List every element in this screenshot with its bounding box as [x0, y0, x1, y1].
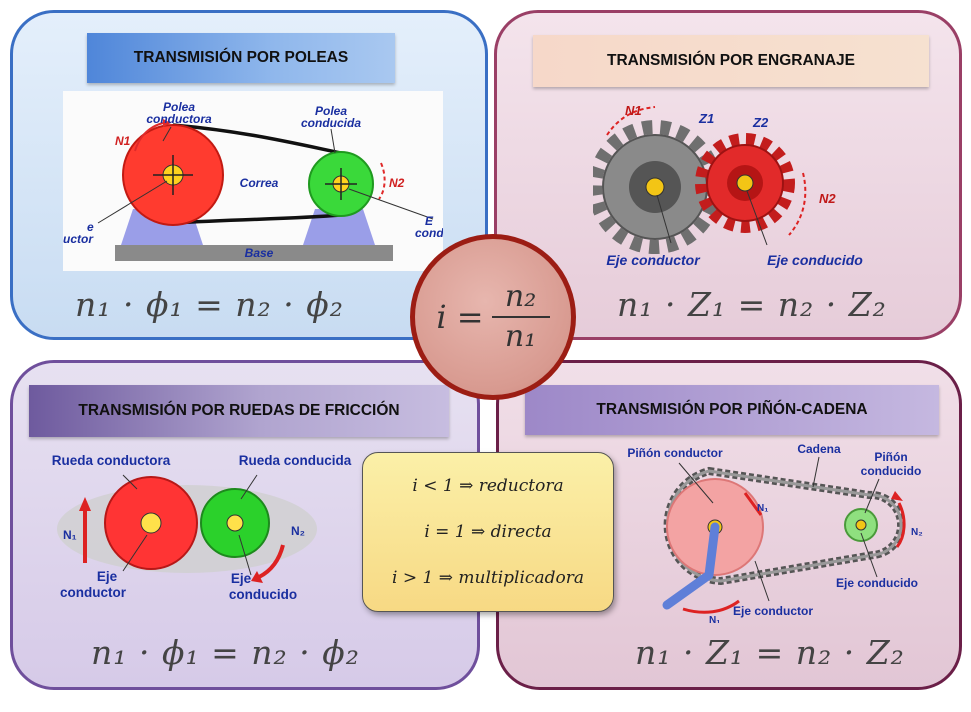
formula-poleas: n₁ · ϕ₁ = n₂ · ϕ₂	[75, 285, 344, 324]
driver-shaft	[645, 177, 665, 197]
belt-top	[172, 123, 342, 155]
pulley-diagram: Polea conductora Polea conducida Correa …	[63, 91, 443, 271]
label-cadena: Cadena	[797, 443, 841, 456]
formula-friccion: n₁ · ϕ₁ = n₂ · ϕ₂	[91, 633, 360, 672]
label-correa: Correa	[240, 176, 279, 190]
label-eje-conducido-2: conducido	[229, 587, 297, 602]
label-eje-conducido: Eje conducido	[836, 576, 918, 590]
label-n1: N₁	[63, 528, 77, 542]
driven-axle	[226, 514, 244, 532]
crank	[704, 522, 720, 580]
gear-diagram: N1 Z1 Z2 N2 Eje conductor Eje conducido	[593, 103, 863, 268]
label-eje-conductor: Eje conductor	[733, 604, 813, 618]
friction-diagram: Rueda conductora Rueda conducida N₁ N₂ E…	[52, 453, 352, 602]
driven-shaft	[855, 519, 867, 531]
ratio-numerator: n₂	[504, 279, 537, 314]
panel-title: TRANSMISIÓN POR POLEAS	[87, 33, 395, 83]
label-pinon-conductor: Piñón conductor	[627, 446, 723, 460]
label-polea-conducida-1: Polea	[315, 104, 347, 118]
label-eje-left-2: uctor	[63, 232, 94, 246]
panel-title: TRANSMISIÓN POR ENGRANAJE	[533, 35, 929, 87]
label-polea-conductora-1: Polea	[163, 100, 195, 114]
label-z1: Z1	[698, 111, 714, 126]
driven-gear-teeth	[695, 133, 795, 233]
label-eje-conductor-1: Eje	[97, 569, 118, 584]
label-eje-right-1: E	[425, 214, 434, 228]
label-n1b: N₁	[709, 615, 720, 623]
label-z2: Z2	[752, 115, 769, 130]
driven-shaft	[736, 174, 754, 192]
label-n2: N2	[819, 191, 836, 206]
label-n2: N₂	[291, 524, 305, 538]
ratio-reductora: i < 1 ⇒ reductora	[412, 476, 564, 496]
ratio-lhs: i =	[436, 298, 484, 336]
formula-cadena: n₁ · Z₁ = n₂ · Z₂	[635, 633, 905, 672]
label-n1: N1	[115, 134, 131, 148]
label-eje-left-1: e	[87, 220, 94, 234]
label-eje-conductor-2: conductor	[60, 585, 127, 600]
panel-engranaje: TRANSMISIÓN POR ENGRANAJE N1 Z1 Z2 N2 Ej…	[494, 10, 962, 340]
label-polea-conducida-2: conducida	[301, 116, 361, 130]
label-rueda-conductora: Rueda conductora	[52, 453, 171, 468]
label-eje-conductor: Eje conductor	[606, 252, 701, 268]
label-n2: N₂	[911, 527, 923, 538]
label-rueda-conducida: Rueda conducida	[239, 453, 352, 468]
base-plate	[115, 245, 393, 261]
label-n1a: N₁	[757, 503, 768, 514]
panel-poleas: TRANSMISIÓN POR POLEAS Polea conductora …	[10, 10, 488, 340]
panel-title: TRANSMISIÓN POR PIÑÓN-CADENA	[525, 385, 939, 435]
ratio-fraction: n₂ n₁	[491, 279, 550, 354]
chain-diagram: Piñón conductor Cadena Piñón conducido N…	[627, 443, 923, 623]
ratio-directa: i = 1 ⇒ directa	[424, 522, 552, 542]
label-eje-conducido: Eje conducido	[767, 252, 863, 268]
label-n2: N2	[389, 176, 405, 190]
label-pinon-conducido-2: conducido	[861, 464, 922, 478]
label-base: Base	[245, 246, 274, 260]
formula-engranaje: n₁ · Z₁ = n₂ · Z₂	[617, 285, 887, 324]
belt-bottom	[172, 213, 342, 225]
driver-axle	[140, 512, 162, 534]
label-eje-conducido-1: Eje	[231, 571, 252, 586]
ratio-classification-box: i < 1 ⇒ reductora i = 1 ⇒ directa i > 1 …	[362, 452, 614, 612]
ratio-denominator: n₁	[504, 319, 537, 354]
label-n1: N1	[625, 103, 642, 118]
label-eje-right-2: cond	[415, 226, 443, 240]
fraction-bar	[491, 316, 550, 318]
panel-title: TRANSMISIÓN POR RUEDAS DE FRICCIÓN	[29, 385, 449, 437]
label-polea-conductora-2: conductora	[146, 112, 212, 126]
label-pinon-conducido-1: Piñón	[874, 450, 907, 464]
transmission-ratio-circle: i = n₂ n₁	[410, 234, 576, 400]
ratio-multiplicadora: i > 1 ⇒ multiplicadora	[392, 568, 584, 588]
